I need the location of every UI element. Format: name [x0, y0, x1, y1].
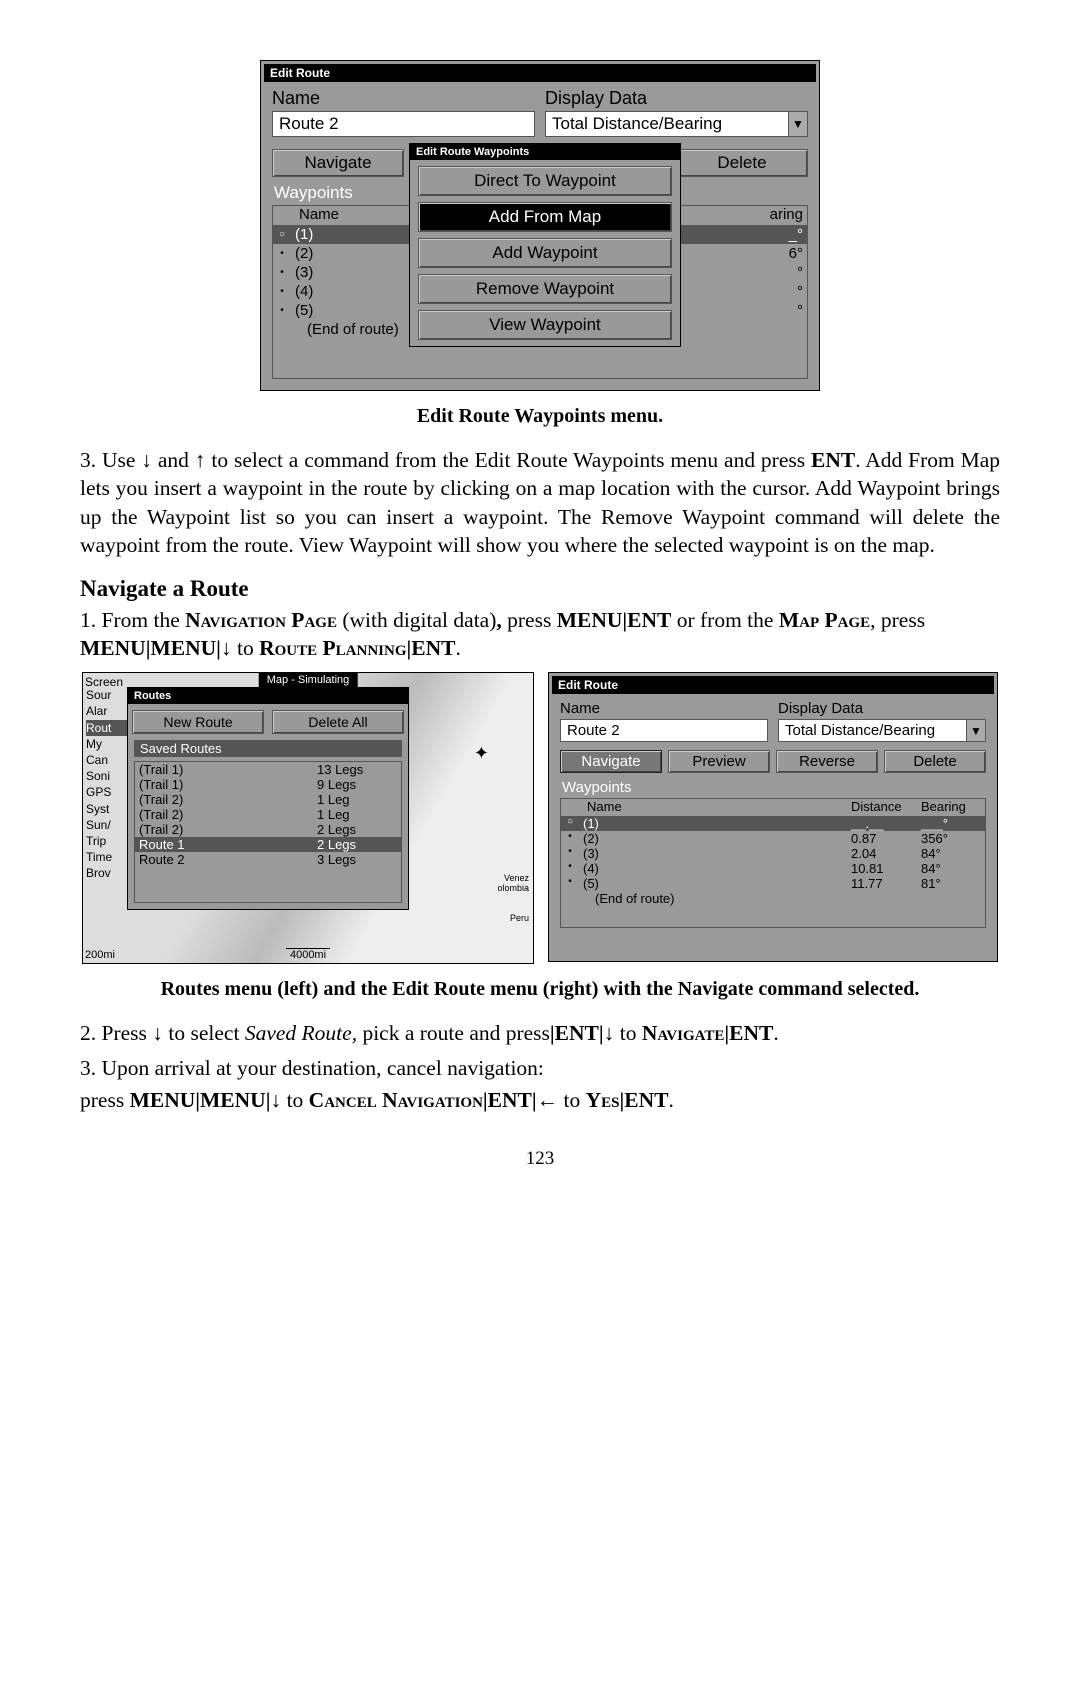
- name-field[interactable]: Route 2: [272, 111, 535, 137]
- left-menu-item[interactable]: Sun/: [86, 817, 132, 833]
- left-menu-item[interactable]: Brov: [86, 865, 132, 881]
- waypoints-list-2: Name Distance Bearing ○(1)__._____°•(2)0…: [560, 798, 986, 928]
- popup-item[interactable]: View Waypoint: [418, 310, 672, 340]
- delete-button[interactable]: Delete: [676, 149, 808, 177]
- hdr-distance: Distance: [851, 799, 921, 814]
- map-scale-2: 4000mi: [286, 948, 330, 961]
- popup-item[interactable]: Add Waypoint: [418, 238, 672, 268]
- col-bearing-partial: aring: [743, 206, 803, 223]
- paragraph-3: 3. Use ↓ and ↑ to select a command from …: [80, 446, 1000, 560]
- display-data-label: Display Data: [545, 88, 808, 109]
- waypoints-label-2: Waypoints: [562, 779, 986, 796]
- waypoint-row[interactable]: •(5)11.7781°: [561, 876, 985, 891]
- left-menu-strip: SourAlarRoutMy CanSoniGPSSystSun/TripTim…: [83, 687, 132, 963]
- map-marker-icon: ✦: [474, 743, 489, 764]
- left-menu-item[interactable]: My: [86, 736, 132, 752]
- left-menu-item[interactable]: Alar: [86, 703, 132, 719]
- delete-button[interactable]: Delete: [884, 750, 986, 773]
- left-menu-item[interactable]: Can: [86, 752, 132, 768]
- display-data-value: Total Distance/Bearing: [552, 114, 722, 133]
- left-menu-item[interactable]: Rout: [86, 720, 132, 736]
- popup-item[interactable]: Direct To Waypoint: [418, 166, 672, 196]
- hdr-name: Name: [565, 799, 851, 814]
- left-menu-item[interactable]: Time: [86, 849, 132, 865]
- saved-route-row[interactable]: Route 12 Legs: [135, 837, 401, 852]
- saved-route-row[interactable]: (Trail 2)1 Leg: [135, 807, 401, 822]
- edit-route-screenshot-1: Edit Route Name Route 2 Display Data Tot…: [260, 60, 820, 391]
- new-route-button[interactable]: New Route: [132, 710, 264, 734]
- saved-routes-header: Saved Routes: [134, 740, 402, 757]
- saved-route-row[interactable]: (Trail 1)9 Legs: [135, 777, 401, 792]
- waypoint-row[interactable]: •(3)2.0484°: [561, 846, 985, 861]
- navigate-button[interactable]: Navigate: [272, 149, 404, 177]
- routes-panel: Routes New Route Delete All Saved Routes…: [127, 687, 409, 910]
- left-menu-item[interactable]: Syst: [86, 801, 132, 817]
- left-menu-item[interactable]: Sour: [86, 687, 132, 703]
- name-field-2[interactable]: Route 2: [560, 719, 768, 742]
- map-title: Map - Simulating: [259, 673, 358, 687]
- navigate-button[interactable]: Navigate: [560, 750, 662, 773]
- display-dropdown-2[interactable]: Total Distance/Bearing ▼: [778, 719, 986, 742]
- window-title-2: Edit Route: [552, 676, 994, 694]
- delete-all-button[interactable]: Delete All: [272, 710, 404, 734]
- paragraph-step-3b: press MENU|MENU|↓ to Cancel Navigation|E…: [80, 1086, 1000, 1114]
- caption-1: Edit Route Waypoints menu.: [80, 405, 1000, 428]
- reverse-button[interactable]: Reverse: [776, 750, 878, 773]
- edit-route-waypoints-popup: Edit Route Waypoints Direct To Waypoint A…: [409, 143, 681, 347]
- saved-routes-list: (Trail 1)13 Legs(Trail 1)9 Legs(Trail 2)…: [134, 761, 402, 903]
- saved-route-row[interactable]: (Trail 1)13 Legs: [135, 762, 401, 777]
- saved-route-row[interactable]: (Trail 2)1 Leg: [135, 792, 401, 807]
- left-menu-item[interactable]: Soni: [86, 768, 132, 784]
- screen-label: Screen: [85, 675, 123, 689]
- display-value-2: Total Distance/Bearing: [785, 722, 935, 739]
- caption-2: Routes menu (left) and the Edit Route me…: [80, 978, 1000, 1001]
- name-label-2: Name: [560, 700, 768, 717]
- saved-route-row[interactable]: Route 23 Legs: [135, 852, 401, 867]
- left-menu-item[interactable]: Trip: [86, 833, 132, 849]
- dropdown-arrow-icon-2[interactable]: ▼: [966, 720, 985, 741]
- popup-title: Edit Route Waypoints: [410, 144, 680, 160]
- popup-item[interactable]: Remove Waypoint: [418, 274, 672, 304]
- display-label-2: Display Data: [778, 700, 986, 717]
- display-data-dropdown[interactable]: Total Distance/Bearing ▼: [545, 111, 808, 137]
- page-number: 123: [80, 1148, 1000, 1170]
- routes-title: Routes: [128, 688, 408, 704]
- paragraph-nav-1: 1. From the Navigation Page (with digita…: [80, 606, 1000, 663]
- waypoint-row[interactable]: ○(1)__._____°: [561, 816, 985, 831]
- heading-navigate-route: Navigate a Route: [80, 576, 1000, 602]
- edit-route-screenshot-2: Edit Route Name Route 2 Display Data Tot…: [548, 672, 998, 962]
- map-country-labels: Venez olombia Peru: [497, 873, 529, 923]
- preview-button[interactable]: Preview: [668, 750, 770, 773]
- hdr-bearing: Bearing: [921, 799, 981, 814]
- routes-menu-screenshot: Screen Map - Simulating SourAlarRoutMy C…: [82, 672, 534, 964]
- popup-item[interactable]: Add From Map: [418, 202, 672, 232]
- waypoint-row[interactable]: •(4)10.8184°: [561, 861, 985, 876]
- left-menu-item[interactable]: GPS: [86, 784, 132, 800]
- map-scale-1: 200mi: [85, 949, 115, 961]
- paragraph-step-3: 3. Upon arrival at your destination, can…: [80, 1054, 1000, 1082]
- waypoint-row[interactable]: •(2)0.87356°: [561, 831, 985, 846]
- end-of-route-2: (End of route): [561, 891, 985, 906]
- dropdown-arrow-icon[interactable]: ▼: [788, 112, 807, 136]
- name-label: Name: [272, 88, 535, 109]
- saved-route-row[interactable]: (Trail 2)2 Legs: [135, 822, 401, 837]
- window-title: Edit Route: [264, 64, 816, 82]
- paragraph-step-2: 2. Press ↓ to select Saved Route, pick a…: [80, 1019, 1000, 1047]
